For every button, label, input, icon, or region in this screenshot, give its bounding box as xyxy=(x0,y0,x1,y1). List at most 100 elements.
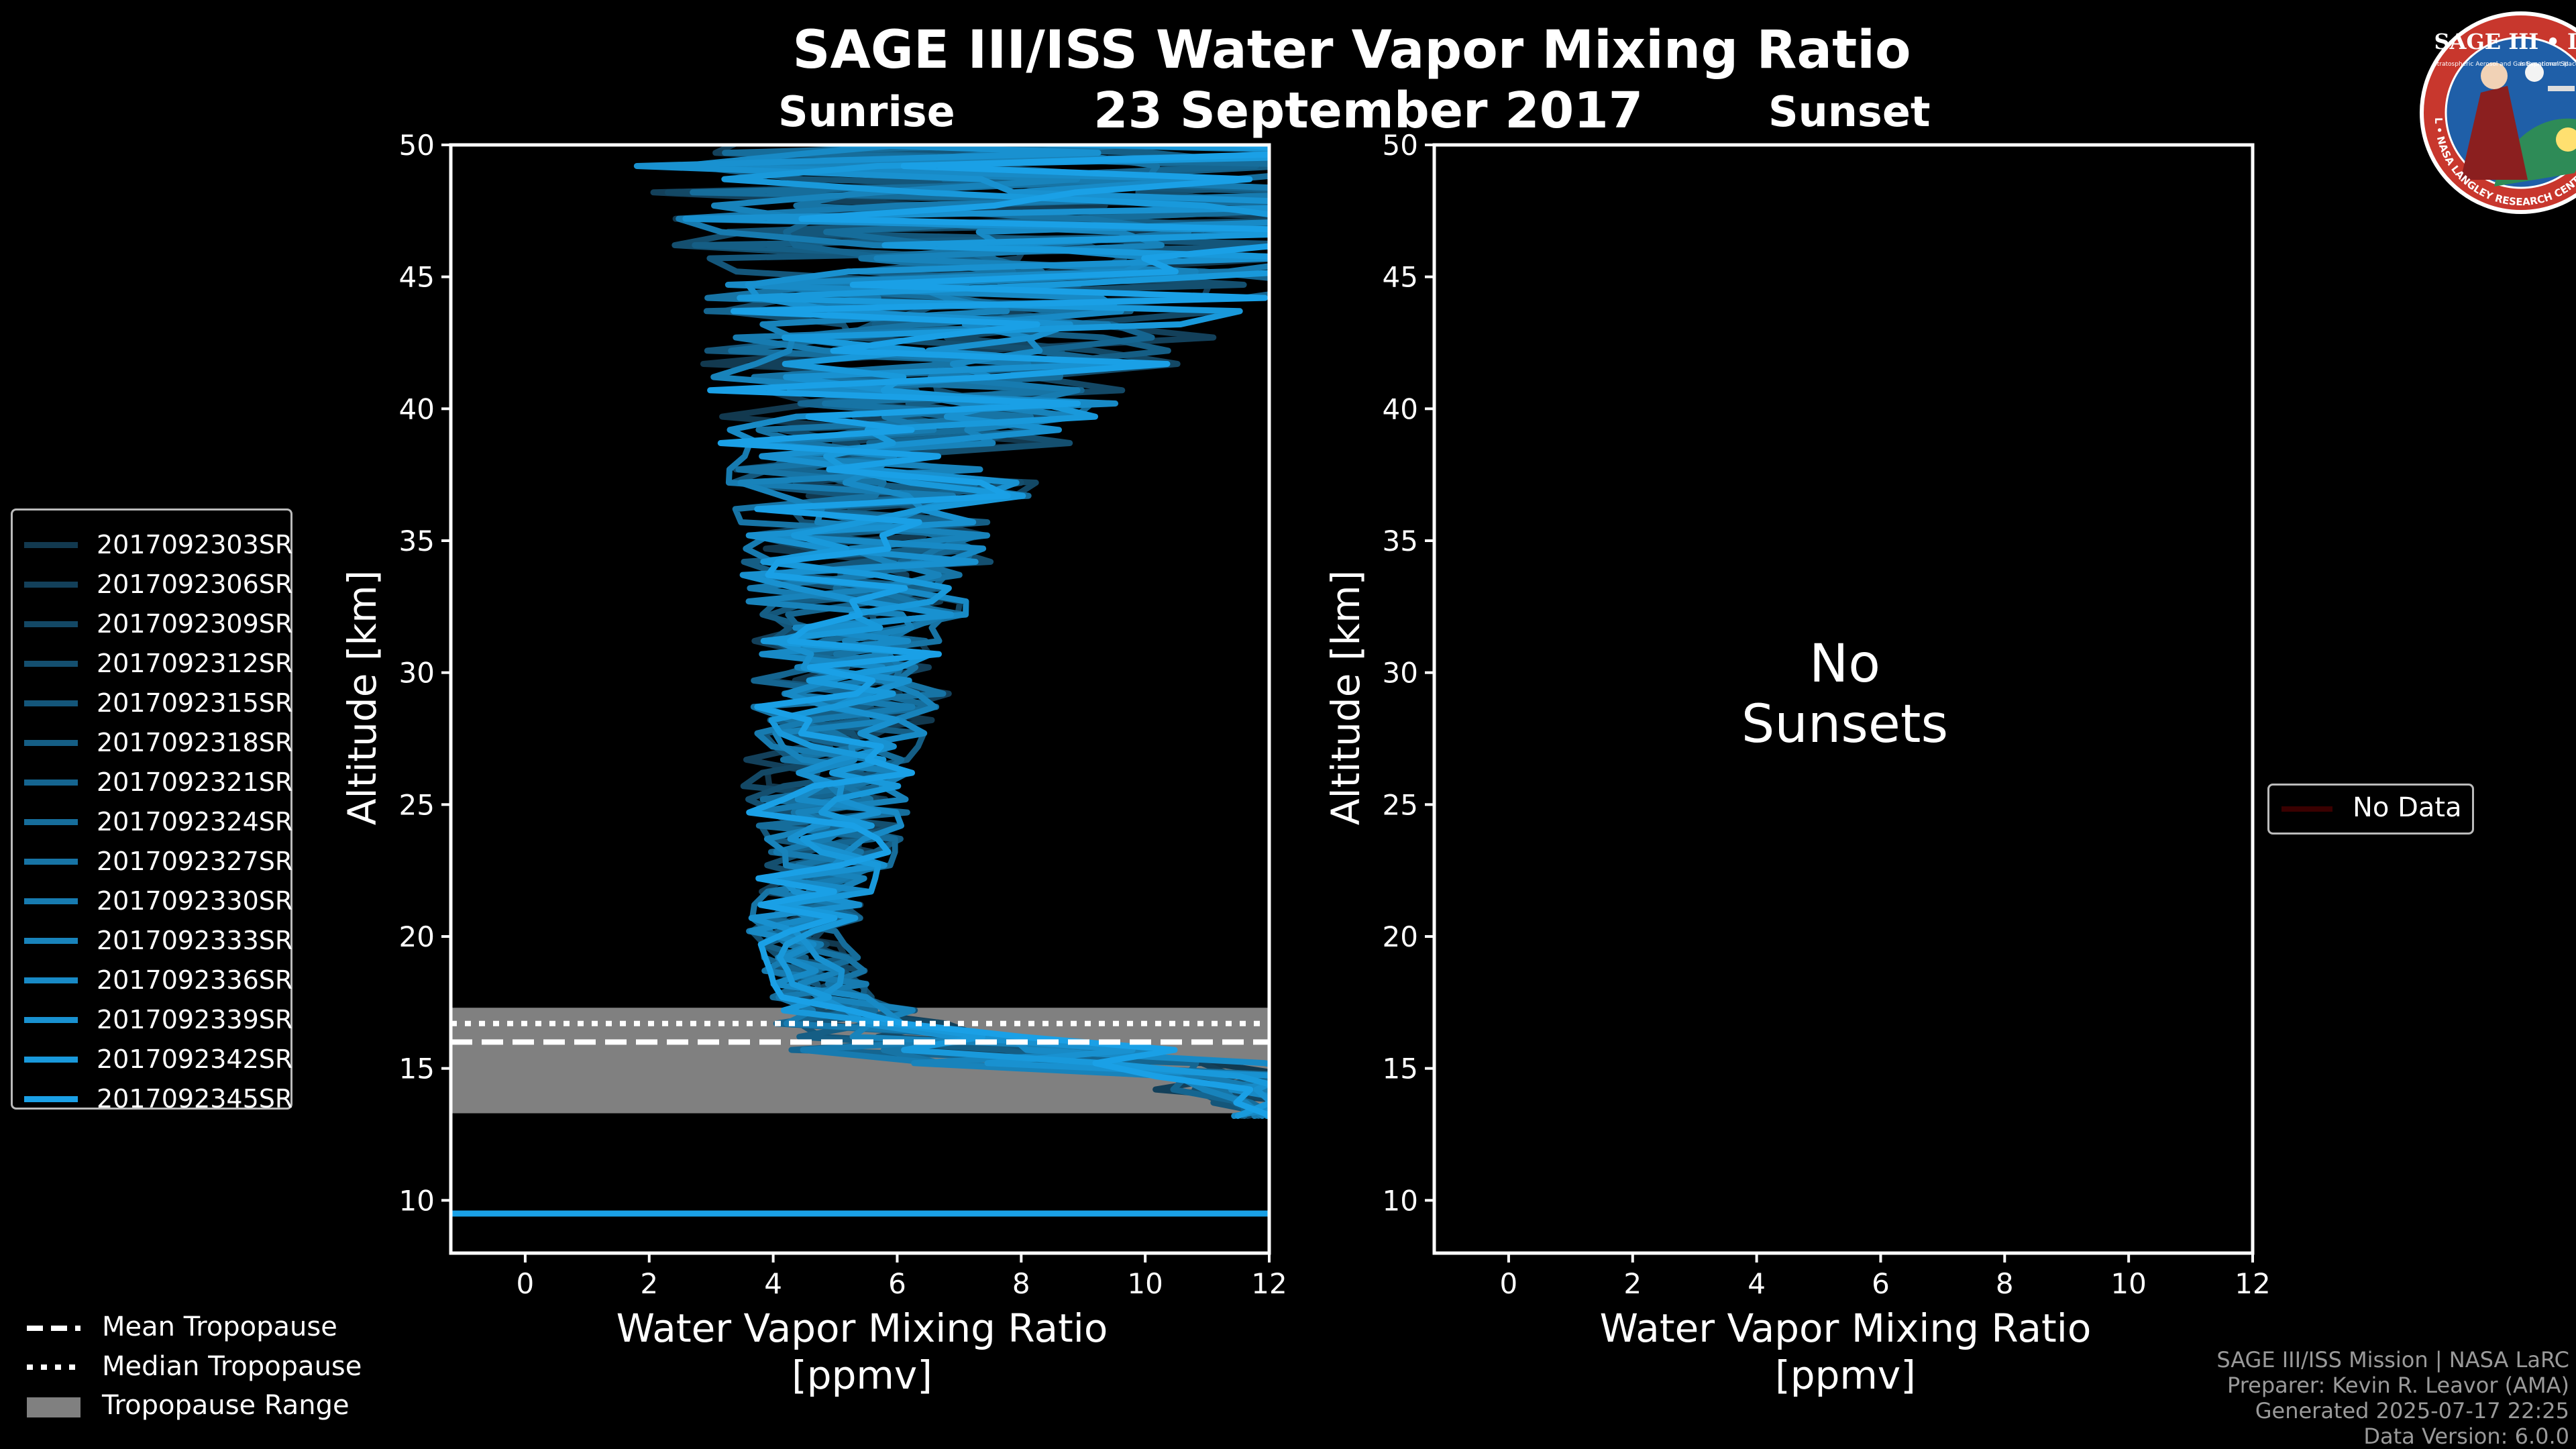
logo-figure-head xyxy=(2481,62,2508,89)
sunrise-panel: 0 2 4 6 8 10 12 10 15 20 25 30 35 40 45 50 xyxy=(399,129,1287,1300)
legend-entry: 2017092339SR xyxy=(11,1004,292,1037)
sunset-xtick-label: 12 xyxy=(2235,1267,2270,1300)
figure-date: 23 September 2017 xyxy=(1093,82,1644,140)
legend-entry: 2017092306SR xyxy=(11,568,292,602)
legend-swatch xyxy=(24,621,78,627)
legend-swatch xyxy=(24,661,78,667)
legend-entry: 2017092324SR xyxy=(11,806,292,839)
legend-label: 2017092303SR xyxy=(97,530,293,559)
profile-legend xyxy=(11,508,292,1110)
tropopause-range-swatch xyxy=(27,1397,80,1417)
legend-label: 2017092327SR xyxy=(97,847,293,876)
legend-label: 2017092345SR xyxy=(97,1084,293,1114)
legend-label: 2017092330SR xyxy=(97,886,293,916)
legend-swatch xyxy=(24,780,78,786)
sunset-xlabel: Water Vapor Mixing Ratio [ppmv] xyxy=(1599,1305,2092,1398)
sunrise-ytick-label: 25 xyxy=(399,788,435,821)
logo-sub-text: Stratospheric Aerosol and Gas Experiment… xyxy=(2433,61,2569,68)
legend-swatch xyxy=(24,582,78,588)
legend-swatch xyxy=(24,1096,78,1102)
legend-swatch xyxy=(24,859,78,865)
sunrise-data-layer xyxy=(451,145,1269,1217)
legend-label: 2017092315SR xyxy=(97,688,293,718)
legend-entry: 2017092303SR xyxy=(11,529,292,562)
footer-generated: Generated 2025-07-17 22:25 xyxy=(2255,1398,2569,1424)
sunrise-xtick-label: 6 xyxy=(888,1267,906,1300)
no-data-swatch xyxy=(2282,806,2332,812)
legend-entry: 2017092327SR xyxy=(11,845,292,879)
sunset-ytick-label: 40 xyxy=(1383,392,1418,425)
footer-version: Data Version: 6.0.0 xyxy=(2363,1424,2569,1449)
legend-swatch xyxy=(24,1057,78,1063)
legend-entry: 2017092345SR xyxy=(11,1083,292,1116)
sunset-ytick-label: 25 xyxy=(1383,788,1418,821)
mean-tropopause-label: Mean Tropopause xyxy=(102,1311,337,1342)
legend-swatch xyxy=(24,898,78,904)
legend-swatch xyxy=(24,700,78,706)
footer-preparer: Preparer: Kevin R. Leavor (AMA) xyxy=(2226,1373,2569,1398)
logo-top-text: SAGE III • ISS xyxy=(2434,29,2576,54)
logo-figure-robe xyxy=(2461,86,2528,180)
legend-entry: 2017092333SR xyxy=(11,924,292,958)
logo-sun-icon xyxy=(2556,127,2576,152)
sunrise-xtick-label: 2 xyxy=(640,1267,658,1300)
logo-moon-icon xyxy=(2525,63,2544,82)
legend-entry: 2017092309SR xyxy=(11,608,292,641)
sunset-xtick-label: 2 xyxy=(1623,1267,1642,1300)
legend-entry: 2017092312SR xyxy=(11,647,292,681)
legend-entry: 2017092315SR xyxy=(11,687,292,720)
sunset-xtick-label: 0 xyxy=(1500,1267,1518,1300)
figure-title: SAGE III/ISS Water Vapor Mixing Ratio xyxy=(792,20,1911,80)
sunset-ytick-label: 20 xyxy=(1383,920,1418,953)
sunset-xtick-label: 4 xyxy=(1748,1267,1766,1300)
legend-label: 2017092336SR xyxy=(97,965,293,995)
sunset-ytick-label: 15 xyxy=(1383,1053,1418,1085)
legend-entry: 2017092342SR xyxy=(11,1043,292,1077)
sunrise-xtick-label: 0 xyxy=(517,1267,535,1300)
sunrise-ytick-label: 15 xyxy=(399,1053,435,1085)
legend-swatch xyxy=(24,542,78,548)
footer-mission: SAGE III/ISS Mission | NASA LaRC xyxy=(2216,1347,2569,1373)
sunrise-xtick-label: 12 xyxy=(1251,1267,1287,1300)
sunset-legend: No Data xyxy=(2267,784,2474,835)
tropopause-legend-swatches xyxy=(27,1326,80,1417)
sunrise-ytick-label: 10 xyxy=(399,1184,435,1217)
legend-label: 2017092339SR xyxy=(97,1005,293,1034)
legend-label: 2017092312SR xyxy=(97,649,293,678)
sunset-xtick-label: 10 xyxy=(2110,1267,2146,1300)
sunrise-xlabel: Water Vapor Mixing Ratio [ppmv] xyxy=(616,1305,1108,1398)
sunrise-xtick-label: 10 xyxy=(1127,1267,1163,1300)
footer-credits: SAGE III/ISS Mission | NASA LaRC Prepare… xyxy=(2216,1347,2569,1449)
sunset-xtick-label: 6 xyxy=(1872,1267,1890,1300)
sunset-ytick-label: 30 xyxy=(1383,657,1418,690)
sunset-title: Sunset xyxy=(1768,87,1931,136)
logo-station-icon xyxy=(2548,86,2575,91)
sunrise-ytick-label: 30 xyxy=(399,657,435,690)
sunset-ytick-label: 50 xyxy=(1383,129,1418,162)
sunrise-ytick-label: 50 xyxy=(399,129,435,162)
no-data-label: No Data xyxy=(2353,792,2462,823)
legend-label: 2017092333SR xyxy=(97,926,293,955)
legend-label: 2017092342SR xyxy=(97,1044,293,1074)
legend-entry: 2017092336SR xyxy=(11,964,292,998)
sunrise-ytick-label: 40 xyxy=(399,392,435,425)
sunset-plot-area xyxy=(1434,145,2253,1253)
sunset-ytick-label: 45 xyxy=(1383,261,1418,294)
legend-entry: 2017092318SR xyxy=(11,727,292,760)
legend-label: 2017092309SR xyxy=(97,609,293,639)
legend-label: 2017092321SR xyxy=(97,767,293,797)
legend-label: 2017092306SR xyxy=(97,570,293,599)
legend-swatch xyxy=(24,977,78,983)
legend-entry: 2017092330SR xyxy=(11,885,292,918)
profile-line-2017092345SR xyxy=(451,145,1269,1217)
sunset-axes-frame xyxy=(1432,143,2255,1255)
sunrise-title: Sunrise xyxy=(778,87,955,136)
sunrise-ytick-label: 20 xyxy=(399,920,435,953)
logo-sub-text-2: International Space Station xyxy=(2520,61,2576,68)
legend-swatch xyxy=(24,938,78,944)
sunset-ylabel: Altitude [km] xyxy=(1323,570,1368,826)
sunset-ytick-label: 35 xyxy=(1383,525,1418,557)
tropopause-range-label: Tropopause Range xyxy=(102,1390,350,1421)
sunrise-ytick-label: 45 xyxy=(399,261,435,294)
